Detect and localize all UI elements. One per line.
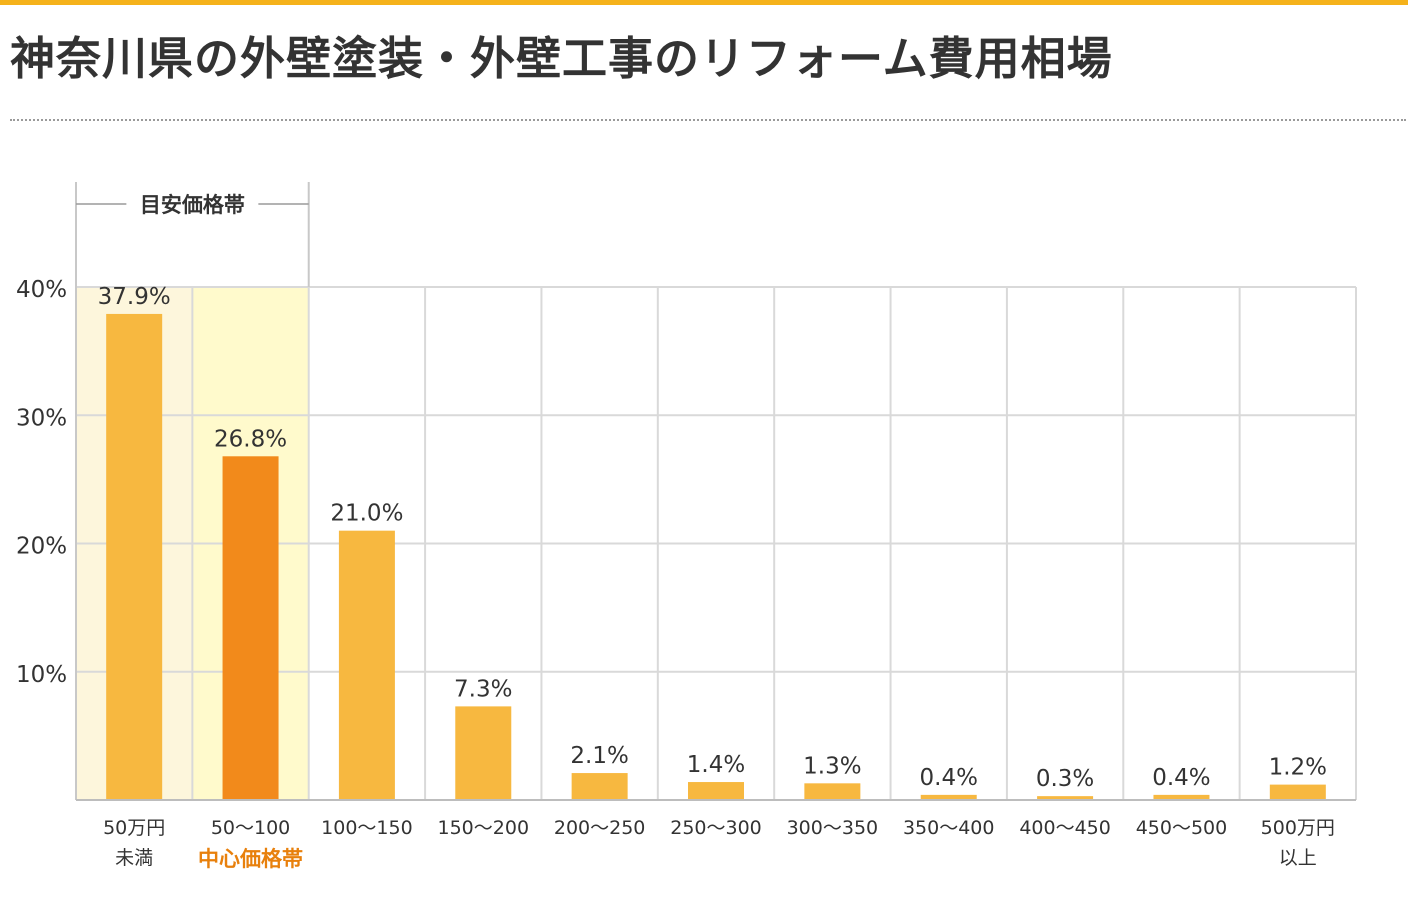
bar bbox=[222, 456, 279, 800]
guide-label: 目安価格帯 bbox=[140, 193, 245, 217]
x-category-label: 50万円 bbox=[103, 817, 165, 839]
x-category-label: 150～200 bbox=[438, 817, 530, 839]
x-category-label: 450～500 bbox=[1136, 817, 1228, 839]
bar bbox=[920, 794, 977, 800]
x-category-label: 250～300 bbox=[670, 817, 762, 839]
bar-value-label: 0.4% bbox=[920, 765, 978, 791]
bar bbox=[571, 773, 628, 800]
bar-value-label: 1.4% bbox=[687, 752, 745, 778]
bar-value-label: 0.3% bbox=[1036, 766, 1094, 792]
x-category-label: 未満 bbox=[115, 847, 153, 869]
bar bbox=[688, 782, 744, 800]
x-category-label: 350～400 bbox=[903, 817, 995, 839]
y-tick-label: 40% bbox=[16, 277, 67, 303]
bar-value-label: 37.9% bbox=[98, 284, 171, 310]
x-category-label: 500万円 bbox=[1261, 817, 1335, 839]
accent-top-bar bbox=[0, 0, 1408, 5]
x-category-label: 200～250 bbox=[554, 817, 646, 839]
bar-value-label: 1.2% bbox=[1269, 755, 1327, 781]
center-price-label: 中心価格帯 bbox=[198, 847, 303, 871]
x-category-label: 300～350 bbox=[787, 817, 879, 839]
bar-value-label: 0.4% bbox=[1152, 765, 1210, 791]
bar-value-label: 21.0% bbox=[330, 501, 403, 527]
y-tick-label: 20% bbox=[16, 534, 67, 560]
bar bbox=[338, 530, 395, 800]
bar-value-label: 2.1% bbox=[570, 743, 628, 769]
page-title: 神奈川県の外壁塗装・外壁工事のリフォーム費用相場 bbox=[10, 32, 1113, 85]
title-divider bbox=[10, 119, 1406, 121]
bar-value-label: 7.3% bbox=[454, 676, 512, 702]
x-category-label: 50～100 bbox=[211, 817, 290, 839]
bar bbox=[1269, 784, 1326, 800]
bar bbox=[1037, 796, 1094, 800]
x-category-label: 100～150 bbox=[321, 817, 413, 839]
bar bbox=[106, 313, 163, 800]
y-tick-label: 10% bbox=[16, 662, 67, 688]
bar-value-label: 26.8% bbox=[214, 426, 287, 452]
bar bbox=[455, 706, 512, 800]
y-tick-label: 30% bbox=[16, 405, 67, 431]
x-category-label: 以上 bbox=[1279, 847, 1317, 869]
bar-value-label: 1.3% bbox=[803, 753, 861, 779]
x-category-label: 400～450 bbox=[1019, 817, 1111, 839]
bar bbox=[1153, 794, 1210, 800]
bar bbox=[804, 783, 861, 800]
